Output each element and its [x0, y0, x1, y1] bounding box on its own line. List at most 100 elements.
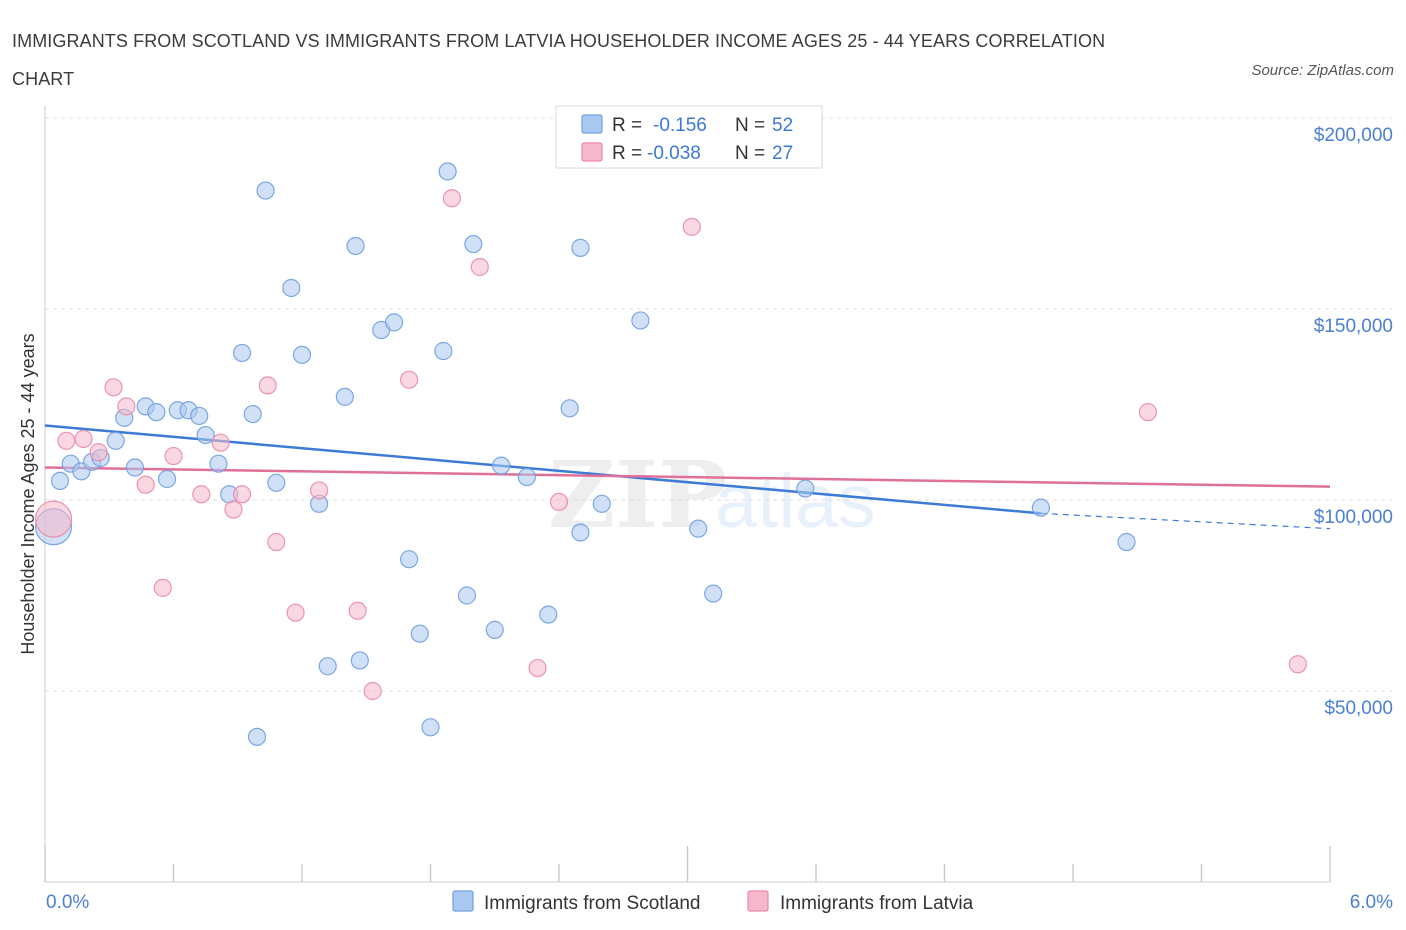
point-scotland — [560, 399, 579, 418]
point-latvia — [104, 378, 123, 397]
point-latvia — [682, 217, 701, 236]
source-label: Source: ZipAtlas.com — [1251, 62, 1394, 79]
trend-line-latvia — [44, 466, 1331, 488]
point-scotland — [438, 162, 457, 181]
y-tick-label: $100,000 — [1314, 507, 1393, 528]
point-scotland — [190, 406, 209, 426]
point-latvia — [286, 603, 305, 622]
point-scotland — [232, 343, 252, 363]
tick-labels: $200,000 $150,000 $100,000 $50,000 0.0% 6.0% — [46, 125, 1393, 913]
point-scotland — [1117, 532, 1136, 552]
point-latvia — [164, 446, 183, 466]
point-scotland — [256, 181, 275, 200]
point-scotland — [157, 469, 177, 489]
point-latvia — [136, 475, 155, 494]
point-scotland — [592, 494, 611, 513]
point-latvia — [470, 257, 489, 277]
y-tick-label: $150,000 — [1314, 316, 1393, 337]
legend-n-label-scotland: N = — [735, 115, 765, 136]
point-scotland — [196, 425, 215, 445]
bottom-legend-label-latvia: Immigrants from Latvia — [780, 893, 974, 914]
point-scotland — [399, 550, 419, 569]
x-tick-label: 6.0% — [1350, 892, 1393, 913]
point-scotland — [384, 313, 404, 332]
point-scotland — [485, 620, 504, 639]
point-scotland — [50, 471, 70, 490]
point-scotland — [492, 456, 511, 475]
y-axis-label: Householder Income Ages 25 - 44 years — [18, 333, 38, 654]
x-tick-label: 0.0% — [46, 892, 89, 913]
point-scotland — [457, 586, 477, 605]
legend-bottom: Immigrants from Scotland Immigrants from… — [452, 890, 974, 914]
legend-r-value-scotland: -0.156 — [653, 115, 707, 136]
legend-n-value-scotland: 52 — [772, 115, 793, 136]
point-latvia — [267, 532, 286, 552]
point-scotland — [335, 387, 354, 406]
point-scotland — [539, 605, 558, 624]
point-scotland — [346, 236, 365, 256]
point-scotland — [689, 519, 708, 538]
legend-n-label-latvia: N = — [735, 143, 765, 164]
point-latvia — [232, 485, 252, 504]
point-scotland — [1031, 498, 1050, 517]
point-scotland — [243, 404, 262, 424]
point-scotland — [571, 523, 590, 542]
point-latvia — [1288, 655, 1307, 674]
point-scotland — [350, 651, 369, 670]
bottom-legend-label-scotland: Immigrants from Scotland — [484, 893, 700, 914]
point-latvia — [57, 431, 76, 450]
point-latvia — [528, 658, 547, 678]
point-latvia — [211, 433, 230, 452]
point-latvia — [442, 189, 462, 208]
legend-top: R = -0.156 N = 52 R = -0.038 N = 27 — [555, 105, 823, 169]
legend-r-label-latvia: R = — [612, 143, 642, 164]
point-scotland — [410, 624, 429, 643]
point-scotland — [247, 727, 267, 746]
point-latvia — [89, 443, 108, 462]
gridlines — [45, 117, 1392, 692]
point-latvia — [192, 485, 211, 504]
legend-swatch-latvia — [581, 142, 603, 162]
point-scotland — [631, 311, 650, 330]
y-tick-label: $200,000 — [1314, 125, 1393, 146]
point-latvia — [363, 681, 382, 701]
point-latvia — [117, 397, 136, 416]
legend-n-value-latvia: 27 — [772, 143, 793, 164]
point-scotland — [421, 718, 440, 737]
legend-swatch-scotland — [581, 114, 603, 134]
point-latvia — [348, 601, 367, 620]
point-scotland — [106, 431, 125, 450]
point-scotland — [796, 479, 815, 498]
point-scotland — [464, 234, 483, 254]
point-latvia — [549, 492, 569, 512]
trend-line-extension-scotland — [1040, 512, 1331, 530]
point-latvia — [153, 578, 172, 597]
point-latvia — [74, 429, 93, 448]
point-latvia — [258, 376, 277, 395]
bottom-legend-swatch-latvia — [747, 890, 769, 912]
legend-r-value-latvia: -0.038 — [647, 143, 701, 164]
axes — [44, 106, 1331, 883]
point-scotland — [147, 403, 166, 422]
point-latvia — [224, 500, 243, 519]
point-scotland — [267, 473, 286, 492]
point-scotland — [704, 584, 723, 603]
watermark-atlas: atlas — [715, 459, 876, 544]
point-latvia — [399, 370, 419, 389]
data-points — [34, 162, 1307, 746]
point-scotland — [571, 238, 590, 257]
point-latvia — [310, 481, 329, 500]
point-scotland — [125, 458, 145, 477]
point-latvia — [34, 500, 73, 538]
point-scotland — [434, 341, 453, 361]
point-scotland — [209, 454, 228, 473]
bottom-legend-swatch-scotland — [452, 890, 474, 912]
y-tick-label: $50,000 — [1324, 698, 1393, 719]
point-scotland — [282, 278, 301, 298]
point-latvia — [1138, 403, 1158, 422]
chart-title: IMMIGRANTS FROM SCOTLAND VS IMMIGRANTS F… — [12, 31, 1106, 89]
point-scotland — [517, 467, 536, 487]
point-scotland — [318, 657, 337, 676]
point-scotland — [292, 345, 312, 364]
